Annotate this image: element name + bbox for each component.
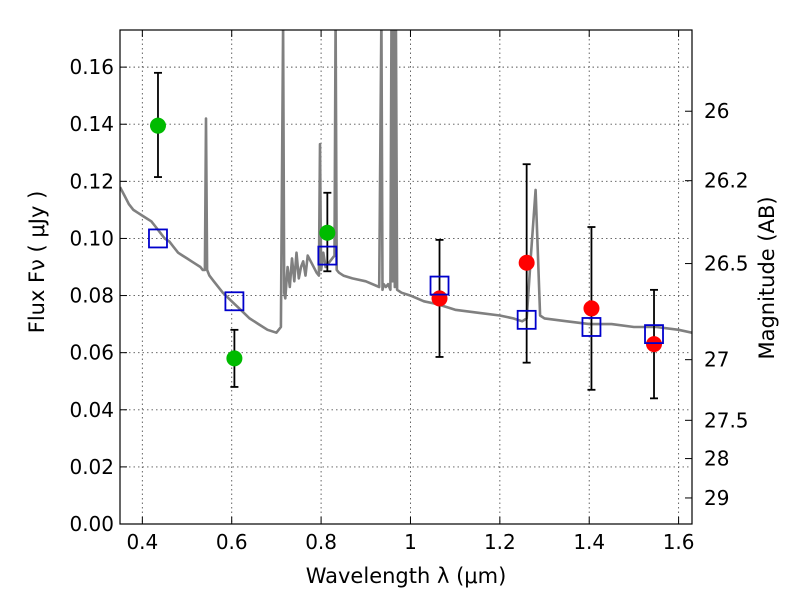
spectrum-line [120, 30, 692, 335]
label-layer: 0.4 0.6 0.8 1 1.2 1.4 1.6 0.00 0.02 0.04 0.06 0.08 0… [69, 55, 748, 554]
mag-tick-label: 29 [704, 486, 729, 510]
right-axis-title: Magnitude (AB) [755, 196, 779, 359]
data-point [319, 224, 336, 241]
data-point [646, 336, 663, 353]
tick-layer [120, 30, 692, 525]
spectrum-layer [120, 30, 692, 335]
model-square [644, 324, 664, 345]
model-square [224, 291, 245, 312]
mag-tick-label: 27.5 [704, 408, 749, 432]
y-axis-title: Flux Fν ( μJy ) [25, 191, 49, 334]
x-tick-label: 0.8 [305, 530, 337, 554]
x-tick-label: 1.2 [484, 530, 516, 554]
mag-tick-label: 26 [704, 99, 729, 123]
y-tick-label: 0.10 [69, 226, 114, 250]
y-tick-label: 0.14 [69, 112, 114, 136]
mag-tick-label: 26.5 [704, 252, 749, 276]
x-tick-label: 1.4 [573, 530, 605, 554]
y-tick-label: 0.04 [69, 398, 114, 422]
x-tick-label: 1 [404, 530, 417, 554]
data-point [226, 350, 243, 367]
model-square [317, 245, 338, 266]
y-tick-label: 0.08 [69, 284, 114, 308]
data-point [149, 117, 166, 134]
y-tick-label: 0.06 [69, 341, 114, 365]
x-tick-label: 0.6 [216, 530, 248, 554]
mag-tick-label: 26.2 [704, 169, 749, 193]
y-tick-label: 0.02 [69, 455, 114, 479]
x-tick-label: 1.6 [663, 530, 695, 554]
x-tick-label: 0.4 [126, 530, 158, 554]
mag-tick-label: 27 [704, 348, 729, 372]
y-tick-label: 0.12 [69, 169, 114, 193]
plot-frame [119, 29, 693, 525]
data-point [518, 254, 535, 271]
errorbar-layer [153, 71, 659, 400]
model-square [429, 275, 450, 296]
data-point [431, 290, 448, 307]
model-square [516, 309, 537, 330]
mag-tick-label: 28 [704, 447, 729, 471]
grid [120, 30, 692, 525]
data-point [583, 300, 600, 317]
y-tick-label: 0.16 [69, 55, 114, 79]
model-square [148, 228, 168, 249]
marker-layer [148, 117, 664, 367]
y-tick-label: 0.00 [69, 512, 114, 536]
x-axis-title: Wavelength λ (μm) [306, 564, 507, 588]
model-square [581, 317, 602, 337]
